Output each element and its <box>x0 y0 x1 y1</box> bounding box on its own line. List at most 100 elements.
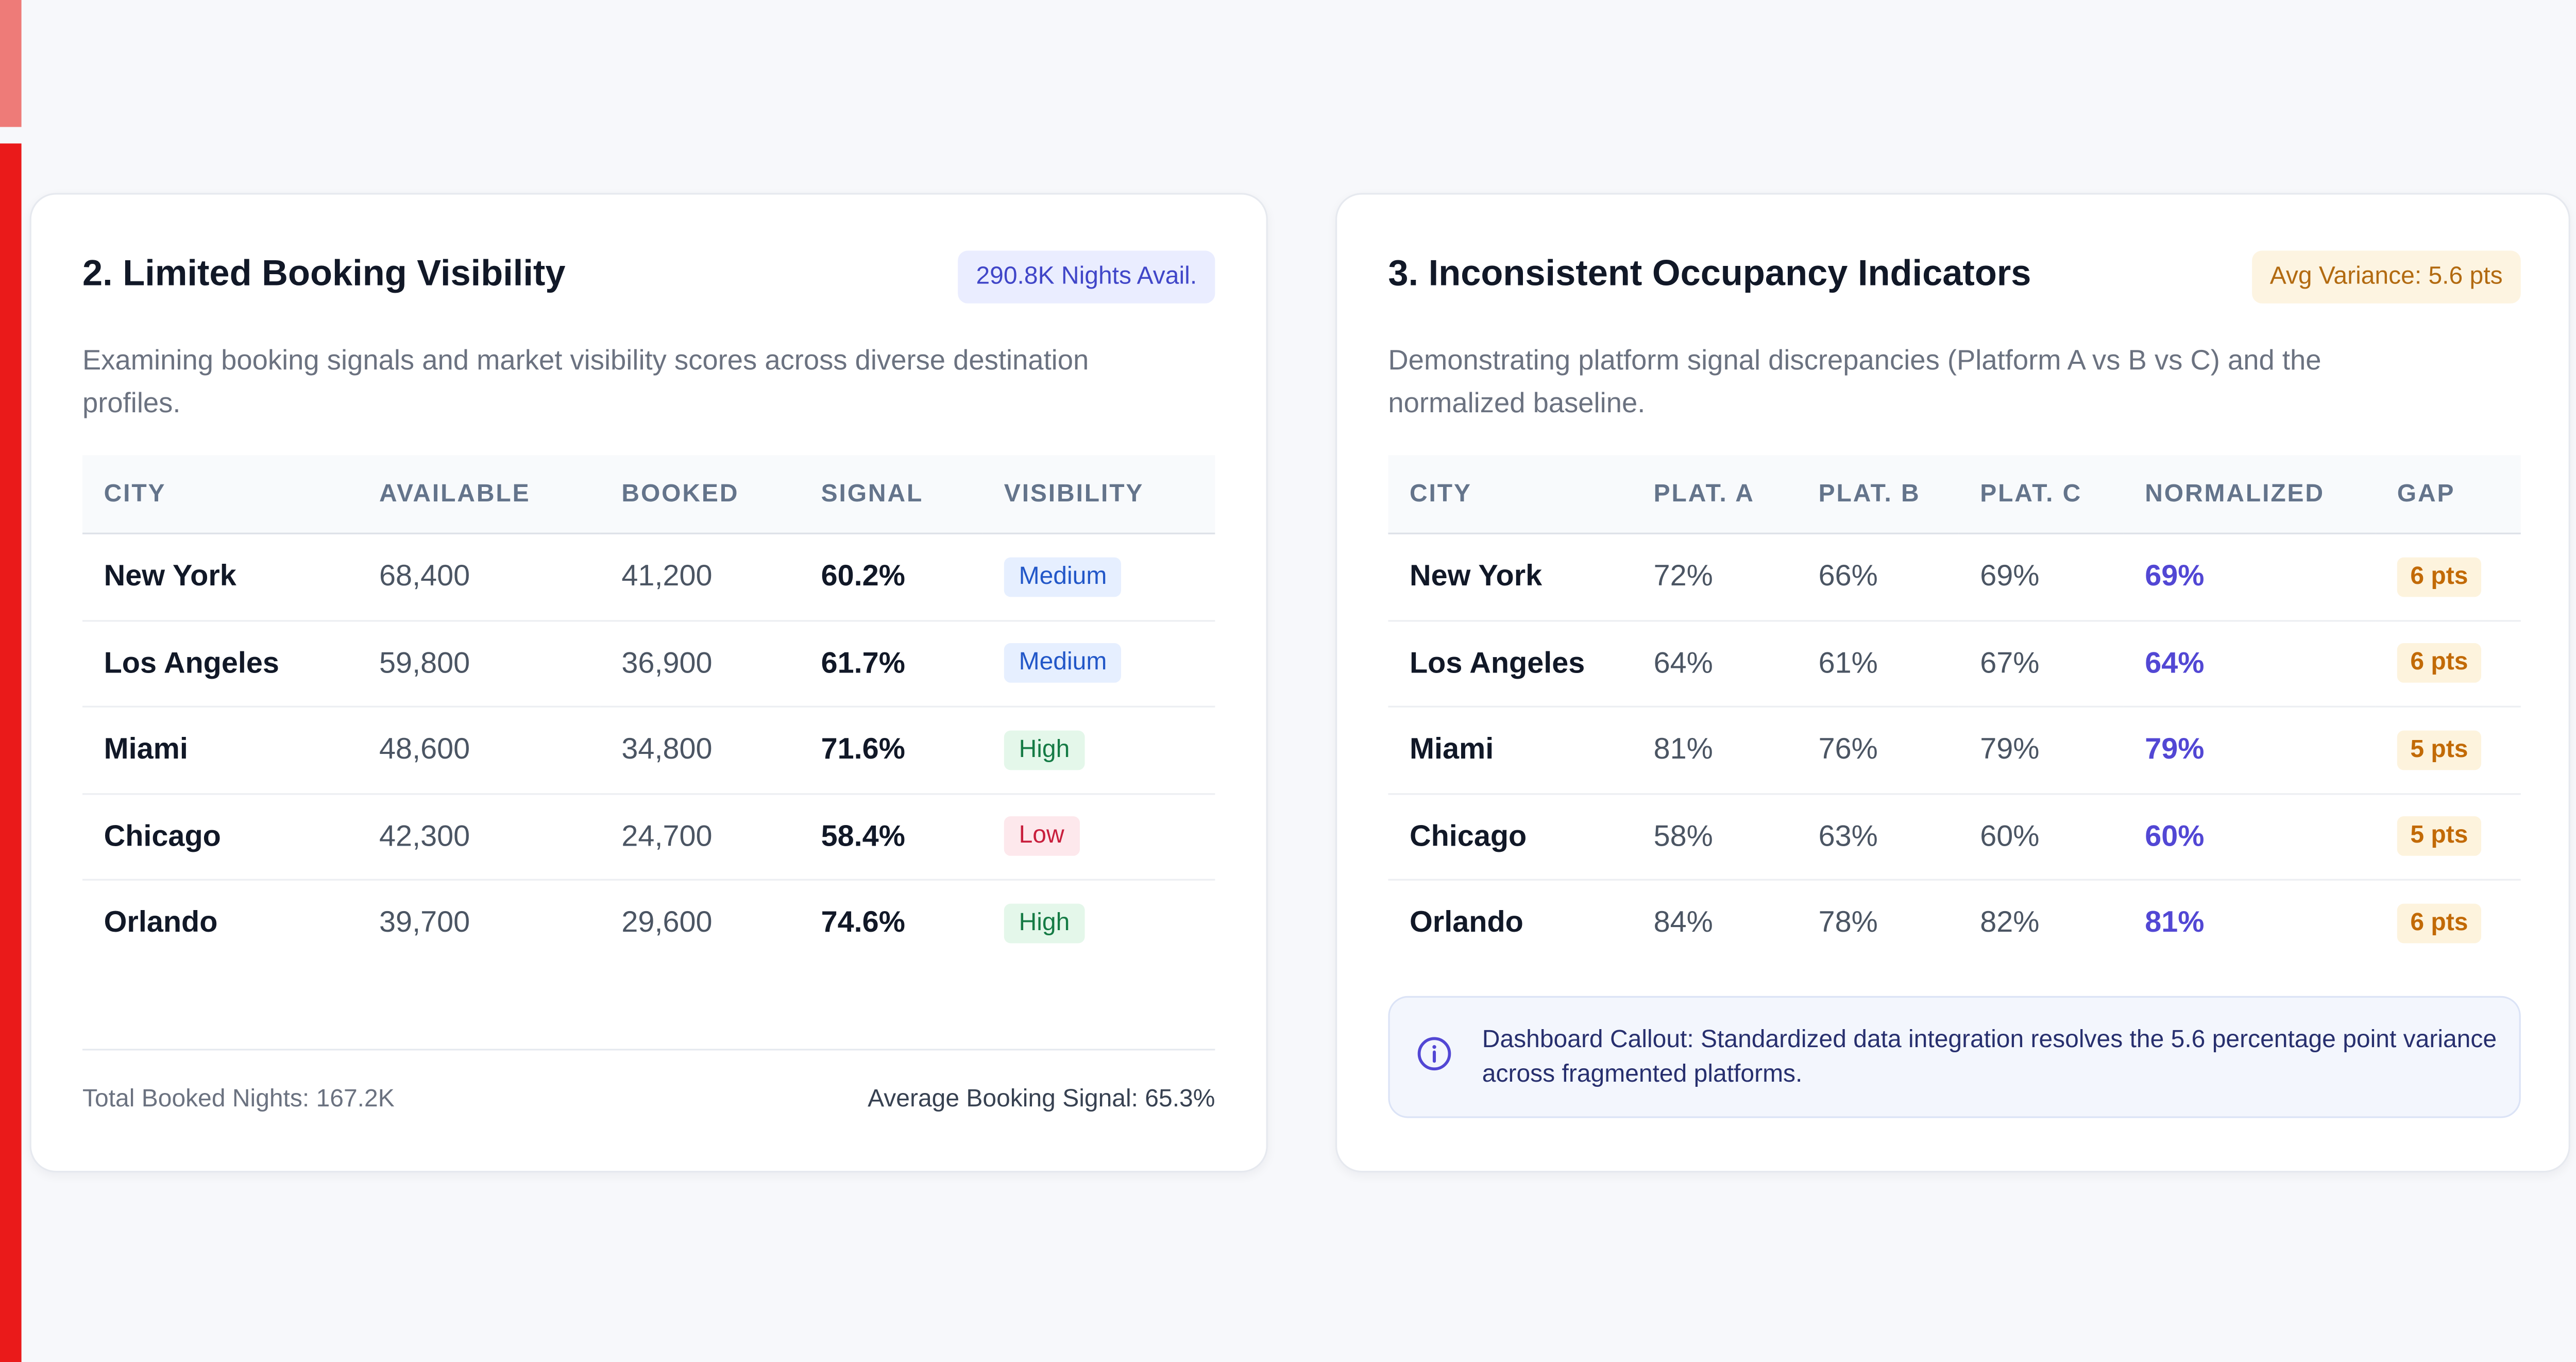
table-row[interactable]: New York 68,400 41,200 60.2% Medium <box>82 533 1215 621</box>
normalized-cell: 60% <box>2123 793 2376 881</box>
visibility-cell: High <box>982 707 1215 794</box>
plat-a-cell: 84% <box>1653 905 1713 939</box>
table-row[interactable]: Los Angeles 59,800 36,900 61.7% Medium <box>82 620 1215 708</box>
plat-c-cell: 60% <box>1958 793 2124 881</box>
accent-bar <box>0 143 22 1362</box>
booked-cell: 24,700 <box>600 793 800 881</box>
card-description: Examining booking signals and market vis… <box>82 344 1089 419</box>
table-row[interactable]: Chicago 58% 63% 60% 60% 5 pts <box>1388 793 2521 881</box>
plat-c-cell: 82% <box>1980 905 2040 939</box>
visibility-badge: Medium <box>1004 557 1122 597</box>
visibility-badge: Low <box>1004 816 1079 856</box>
visibility-cell: Low <box>982 793 1215 881</box>
column-header-plat-c[interactable]: PLAT. C <box>1958 455 2124 534</box>
city-cell: Miami <box>1388 707 1632 794</box>
normalized-cell: 64% <box>2123 620 2376 708</box>
gap-cell: 6 pts <box>2376 533 2521 621</box>
table-header-row: CITY AVAILABLE BOOKED SIGNAL VISIBILITY <box>82 455 1215 534</box>
info-icon <box>1416 1036 1452 1072</box>
plat-c-cell: 69% <box>1958 533 2124 621</box>
normalized-cell: 69% <box>2123 533 2376 621</box>
plat-c-cell: 67% <box>1958 620 2124 708</box>
signal-cell: 74.6% <box>821 905 905 939</box>
table-row[interactable]: Miami 48,600 34,800 71.6% High <box>82 707 1215 794</box>
column-header-city[interactable]: CITY <box>82 455 358 534</box>
plat-b-cell: 66% <box>1797 533 1959 621</box>
available-cell: 48,600 <box>358 707 600 794</box>
column-header-available[interactable]: AVAILABLE <box>358 455 600 534</box>
column-header-booked[interactable]: BOOKED <box>600 455 800 534</box>
booked-cell: 36,900 <box>600 620 800 708</box>
plat-b-cell: 78% <box>1818 905 1878 939</box>
column-header-visibility[interactable]: VISIBILITY <box>982 455 1215 534</box>
card-description: Demonstrating platform signal discrepanc… <box>1388 344 2321 419</box>
occupancy-indicators-card: 3. Inconsistent Occupancy Indicators Avg… <box>1335 193 2570 1173</box>
column-header-plat-a[interactable]: PLAT. A <box>1632 455 1797 534</box>
city-cell: Orlando <box>104 905 218 939</box>
city-cell: Chicago <box>82 793 358 881</box>
gap-badge: 6 pts <box>2397 557 2482 597</box>
dashboard-callout: Dashboard Callout: Standardized data int… <box>1388 996 2521 1118</box>
visibility-badge: High <box>1004 903 1085 943</box>
gap-badge: 6 pts <box>2397 643 2482 683</box>
gap-cell: 5 pts <box>2376 707 2521 794</box>
column-header-plat-b[interactable]: PLAT. B <box>1797 455 1959 534</box>
table-row[interactable]: Orlando 39,700 29,600 74.6% High <box>82 880 1215 965</box>
gap-badge: 6 pts <box>2397 903 2482 943</box>
city-cell: Los Angeles <box>82 620 358 708</box>
available-cell: 39,700 <box>379 905 470 939</box>
plat-b-cell: 63% <box>1797 793 1959 881</box>
visibility-badge: Medium <box>1004 643 1122 683</box>
visibility-cell: High <box>982 880 1215 965</box>
total-booked-nights: Total Booked Nights: 167.2K <box>82 1085 395 1113</box>
booked-cell: 41,200 <box>600 533 800 621</box>
plat-a-cell: 81% <box>1632 707 1797 794</box>
normalized-cell: 81% <box>2145 905 2205 939</box>
table-row[interactable]: New York 72% 66% 69% 69% 6 pts <box>1388 533 2521 621</box>
gap-badge: 5 pts <box>2397 816 2482 856</box>
city-cell: New York <box>82 533 358 621</box>
nights-available-badge: 290.8K Nights Avail. <box>958 250 1215 304</box>
gap-cell: 6 pts <box>2376 880 2521 965</box>
table-row[interactable]: Los Angeles 64% 61% 67% 64% 6 pts <box>1388 620 2521 708</box>
booked-cell: 34,800 <box>600 707 800 794</box>
available-cell: 42,300 <box>358 793 600 881</box>
city-cell: New York <box>1388 533 1632 621</box>
table-header-row: CITY PLAT. A PLAT. B PLAT. C NORMALIZED … <box>1388 455 2521 534</box>
visibility-cell: Medium <box>982 620 1215 708</box>
visibility-cell: Medium <box>982 533 1215 621</box>
gap-cell: 6 pts <box>2376 620 2521 708</box>
table-row[interactable]: Chicago 42,300 24,700 58.4% Low <box>82 793 1215 881</box>
plat-c-cell: 79% <box>1958 707 2124 794</box>
signal-cell: 60.2% <box>800 533 983 621</box>
plat-a-cell: 72% <box>1632 533 1797 621</box>
signal-cell: 71.6% <box>800 707 983 794</box>
column-header-city[interactable]: CITY <box>1388 455 1632 534</box>
plat-b-cell: 76% <box>1797 707 1959 794</box>
column-header-gap[interactable]: GAP <box>2376 455 2521 534</box>
column-header-signal[interactable]: SIGNAL <box>800 455 983 534</box>
occupancy-table: CITY PLAT. A PLAT. B PLAT. C NORMALIZED … <box>1388 455 2521 965</box>
city-cell: Los Angeles <box>1388 620 1632 708</box>
table-row[interactable]: Orlando 84% 78% 82% 81% 6 pts <box>1388 880 2520 965</box>
footer-divider <box>82 1049 1215 1051</box>
column-header-normalized[interactable]: NORMALIZED <box>2123 455 2376 534</box>
accent-bar-top <box>0 0 22 127</box>
plat-b-cell: 61% <box>1797 620 1959 708</box>
signal-cell: 58.4% <box>800 793 983 881</box>
gap-cell: 5 pts <box>2376 793 2521 881</box>
avg-variance-badge: Avg Variance: 5.6 pts <box>2251 250 2521 304</box>
available-cell: 59,800 <box>358 620 600 708</box>
booked-cell: 29,600 <box>621 905 713 939</box>
plat-a-cell: 58% <box>1632 793 1797 881</box>
table-row[interactable]: Miami 81% 76% 79% 79% 5 pts <box>1388 707 2521 794</box>
gap-badge: 5 pts <box>2397 730 2482 770</box>
visibility-badge: High <box>1004 730 1085 770</box>
plat-a-cell: 64% <box>1632 620 1797 708</box>
booking-table: CITY AVAILABLE BOOKED SIGNAL VISIBILITY … <box>82 455 1215 965</box>
booking-visibility-card: 2. Limited Booking Visibility 290.8K Nig… <box>29 193 1268 1173</box>
card-title: 3. Inconsistent Occupancy Indicators <box>1388 252 2031 294</box>
available-cell: 68,400 <box>358 533 600 621</box>
card-title: 2. Limited Booking Visibility <box>82 252 566 294</box>
